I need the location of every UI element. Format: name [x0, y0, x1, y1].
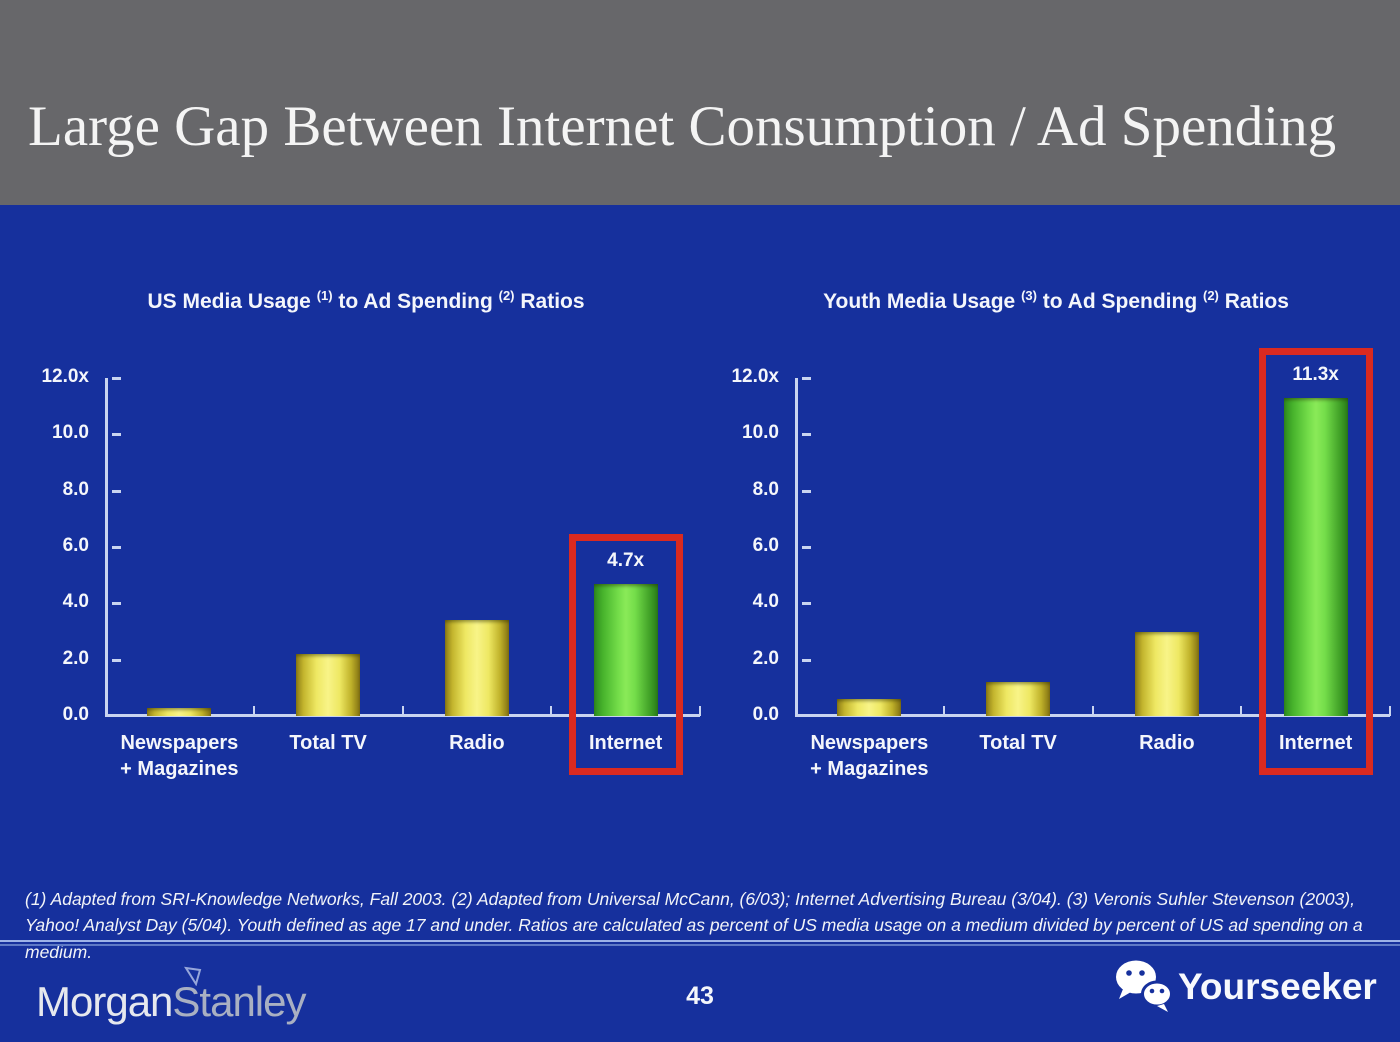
data-label-internet: 4.7x — [607, 549, 645, 571]
y-tick-mark — [802, 658, 811, 662]
y-tick-mark — [112, 546, 121, 549]
category-label-total-tv: Total TV — [979, 732, 1057, 754]
category-label-total-tv: Total TV — [289, 732, 367, 754]
y-tick-mark — [112, 489, 121, 493]
bar-internet — [1283, 397, 1348, 716]
page-number: 43 — [686, 982, 714, 1010]
y-tick-mark — [112, 377, 121, 380]
x-tick-mark — [699, 706, 701, 716]
y-tick-label: 2.0 — [62, 647, 89, 669]
y-tick-mark — [802, 433, 811, 437]
bar-radio — [1134, 631, 1199, 716]
footer-divider-bottom — [0, 944, 1400, 946]
page-title: Large Gap Between Internet Consumption /… — [28, 95, 1337, 158]
data-label-internet: 11.3x — [1292, 363, 1339, 385]
y-tick-label: 4.0 — [62, 591, 89, 613]
x-tick-mark — [252, 706, 255, 716]
category-label-newspapers-magazines: Newspapers + Magazines — [810, 732, 929, 780]
y-tick-label: 2.0 — [752, 647, 779, 669]
watermark-label: Yourseeker — [1178, 966, 1377, 1007]
chart-title: US Media Usage (1) to Ad Spending (2) Ra… — [147, 288, 585, 313]
footnote: (1) Adapted from SRI-Knowledge Networks,… — [25, 888, 1363, 962]
category-label-newspapers-magazines: Newspapers + Magazines — [120, 732, 239, 780]
youth-media-usage-chart: Youth Media Usage (3) to Ad Spending (2)… — [720, 270, 1392, 815]
y-tick-mark — [802, 546, 811, 549]
y-tick-label: 8.0 — [62, 478, 89, 500]
bar-total-tv — [986, 682, 1051, 716]
y-tick-mark — [112, 602, 121, 606]
wechat-icon — [1116, 960, 1173, 1012]
y-tick-label: 12.0x — [731, 366, 779, 387]
footer-divider-top — [0, 940, 1400, 942]
highlight-box — [568, 533, 683, 775]
y-tick-label: 10.0 — [52, 422, 89, 444]
y-tick-label: 0.0 — [752, 704, 779, 725]
morgan-stanley-logo-morgan: Morgan — [36, 978, 173, 1025]
bar-radio — [444, 620, 509, 716]
x-tick-mark — [942, 706, 945, 716]
morgan-stanley-logo: MorganStanley — [36, 966, 307, 1026]
y-tick-mark — [802, 602, 811, 606]
category-label-internet: Internet — [1278, 732, 1353, 754]
y-tick-mark — [802, 489, 811, 493]
x-tick-mark — [401, 706, 404, 716]
x-tick-mark — [1091, 706, 1094, 716]
y-tick-label: 6.0 — [752, 535, 779, 556]
y-tick-label: 8.0 — [752, 478, 779, 500]
category-label-internet: Internet — [588, 732, 663, 754]
category-label-radio: Radio — [1139, 732, 1195, 754]
slide-header: Large Gap Between Internet Consumption /… — [0, 0, 1400, 205]
category-label-radio: Radio — [449, 732, 505, 754]
y-tick-mark — [802, 377, 811, 380]
x-tick-mark — [550, 706, 553, 716]
x-tick-mark — [1389, 706, 1391, 716]
us-media-usage-chart: US Media Usage (1) to Ad Spending (2) Ra… — [30, 270, 702, 815]
highlight-box — [1258, 347, 1373, 775]
y-axis-line — [795, 378, 798, 716]
bar-total-tv — [296, 654, 361, 716]
y-tick-label: 4.0 — [752, 591, 779, 613]
y-axis-line — [105, 378, 108, 716]
x-tick-mark — [1240, 706, 1243, 716]
bar-newspapers-magazines — [837, 699, 902, 716]
bar-newspapers-magazines — [147, 707, 212, 716]
y-tick-label: 6.0 — [62, 535, 89, 556]
bar-internet — [593, 583, 658, 716]
y-tick-mark — [112, 658, 121, 662]
y-tick-label: 12.0x — [41, 366, 89, 387]
y-tick-label: 0.0 — [62, 704, 89, 725]
chart-title: Youth Media Usage (3) to Ad Spending (2)… — [823, 288, 1289, 313]
watermark: Yourseeker — [1112, 958, 1377, 1018]
y-tick-label: 10.0 — [742, 422, 779, 444]
y-tick-mark — [112, 433, 121, 437]
morgan-stanley-logo-stanley: Stanley — [172, 978, 306, 1025]
morgan-stanley-triangle-icon — [184, 966, 202, 986]
